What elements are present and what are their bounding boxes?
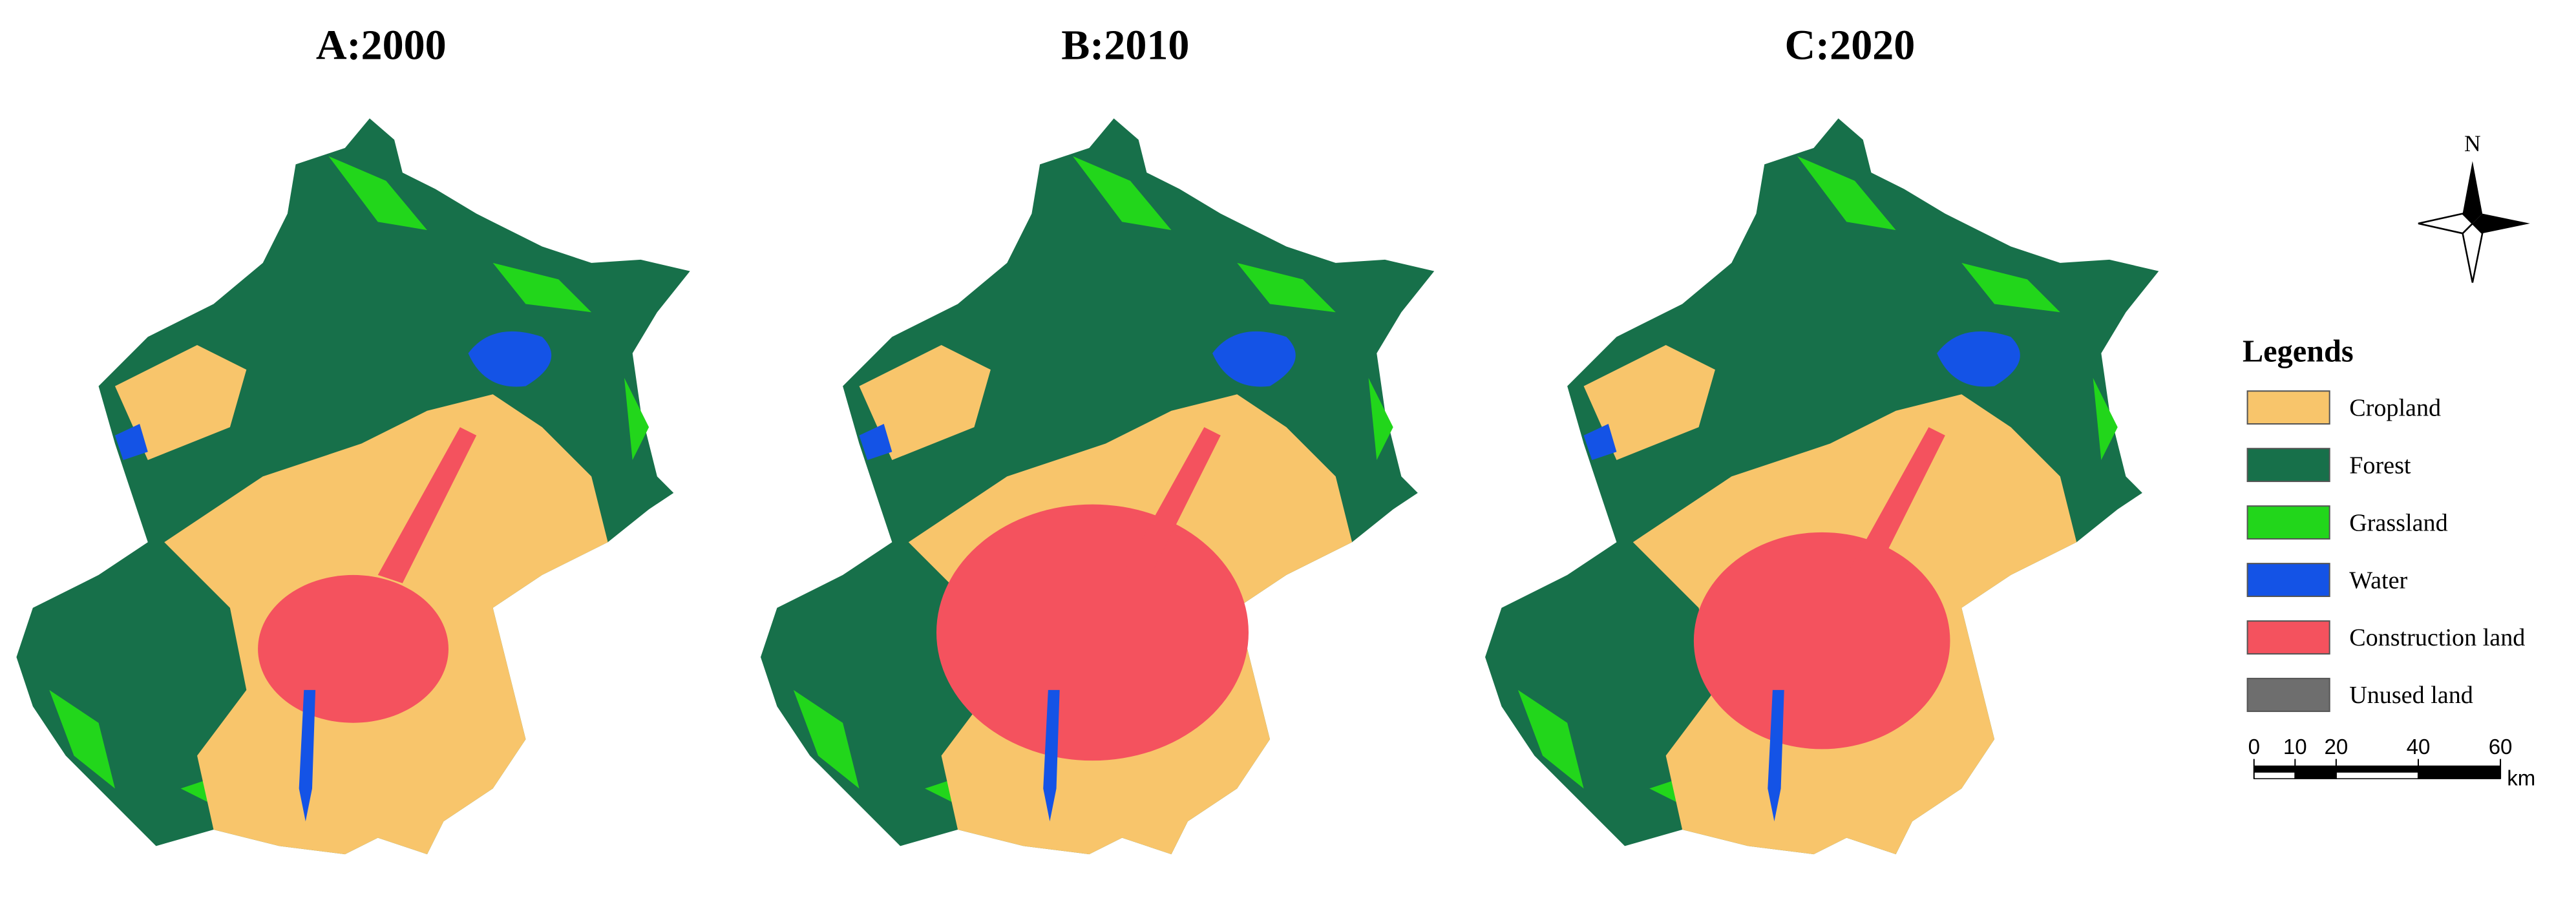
legend-swatch — [2246, 390, 2330, 425]
legend-swatch — [2246, 620, 2330, 655]
scale-label: 0 — [2248, 735, 2260, 759]
legend-swatch — [2246, 678, 2330, 712]
legend-title: Legends — [2243, 334, 2354, 368]
panel-title: B:2010 — [1061, 22, 1189, 69]
scale-segment — [2294, 771, 2337, 779]
scale-segment — [2336, 771, 2419, 779]
maps: A:2000 B:2010 C:2020 — [16, 22, 2159, 855]
panel-title: A:2000 — [316, 22, 447, 69]
legend-label: Unused land — [2349, 682, 2473, 709]
scale-segment — [2418, 765, 2501, 772]
scale-segment — [2254, 765, 2296, 772]
scale-bar: 0 10 20 40 60 km — [2248, 735, 2536, 790]
scale-label: 60 — [2489, 735, 2513, 759]
map-panel: A:2000 — [16, 22, 690, 855]
scale-segment — [2418, 771, 2501, 779]
scale-segment — [2253, 771, 2296, 779]
legend-label: Grassland — [2349, 509, 2447, 536]
scale-label: 10 — [2283, 735, 2307, 759]
construction-corridor — [1122, 427, 1221, 583]
panel-title: C:2020 — [1784, 22, 1915, 69]
construction-area — [258, 574, 449, 723]
legend-label: Water — [2349, 567, 2407, 594]
legend: Cropland Forest Grassland Water Construction… — [2246, 390, 2525, 712]
legend-label: Forest — [2349, 452, 2411, 479]
construction-corridor — [377, 427, 477, 583]
scale-segment — [2295, 765, 2336, 772]
construction-area — [936, 504, 1249, 761]
scale-label: 40 — [2407, 735, 2431, 759]
scale-segment — [2336, 765, 2418, 772]
legend-swatch — [2246, 505, 2330, 540]
construction-corridor — [1846, 427, 1945, 583]
north-label: N — [2464, 131, 2481, 156]
map-panel: C:2020 — [1485, 22, 2159, 855]
scale-label: 20 — [2324, 735, 2348, 759]
legend-label: Construction land — [2349, 624, 2525, 651]
legend-swatch — [2246, 448, 2330, 483]
construction-area — [1693, 532, 1950, 750]
map-panel: B:2010 — [760, 22, 1435, 855]
legend-label: Cropland — [2349, 394, 2441, 421]
scale-unit: km — [2507, 766, 2535, 790]
north-arrow — [2418, 161, 2530, 283]
legend-swatch — [2246, 563, 2330, 597]
